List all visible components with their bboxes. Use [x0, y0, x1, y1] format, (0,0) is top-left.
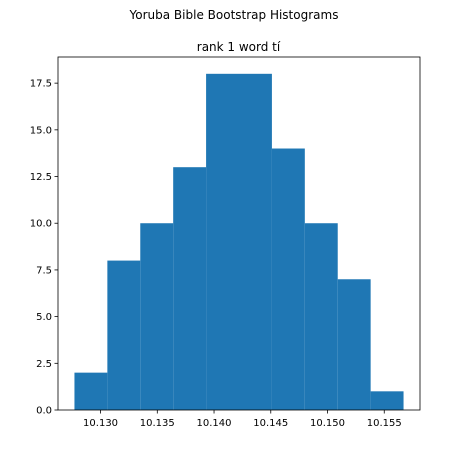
- y-tick-label-6: 15.0: [30, 125, 52, 136]
- y-tick-label-5: 12.5: [30, 172, 52, 183]
- histogram-bar-7: [304, 223, 338, 410]
- chart-title: rank 1 word tí: [197, 40, 281, 54]
- y-tick-label-1: 2.5: [36, 359, 52, 370]
- figure-suptitle: Yoruba Bible Bootstrap Histograms: [129, 8, 339, 22]
- x-tick-label-1: 10.135: [140, 418, 175, 429]
- bars-layer: [74, 73, 404, 411]
- histogram-bar-4: [206, 73, 239, 411]
- x-tick-label-5: 10.155: [367, 418, 402, 429]
- x-tick-label-4: 10.150: [310, 418, 345, 429]
- y-tick-label-3: 7.5: [36, 265, 52, 276]
- x-tick-label-0: 10.130: [83, 418, 118, 429]
- histogram-bar-2: [140, 223, 174, 410]
- histogram-bar-8: [337, 279, 371, 410]
- histogram-bar-3: [173, 167, 207, 410]
- y-tick-label-2: 5.0: [36, 312, 52, 323]
- y-tick-label-4: 10.0: [30, 219, 52, 230]
- histogram-bar-0: [74, 372, 108, 410]
- histogram-bar-9: [370, 391, 404, 410]
- y-tick-label-7: 17.5: [30, 79, 52, 90]
- x-tick-label-3: 10.145: [253, 418, 288, 429]
- y-tick-label-0: 0.0: [36, 406, 52, 417]
- histogram-bar-1: [107, 260, 141, 410]
- histogram-bar-6: [271, 148, 305, 410]
- histogram-bar-5: [239, 73, 272, 411]
- plot-frame: [57, 56, 421, 411]
- axes-layer: 10.130 10.135 10.140 10.145 10.150 10.155 0.0 2…: [30, 56, 421, 429]
- x-tick-label-2: 10.140: [197, 418, 232, 429]
